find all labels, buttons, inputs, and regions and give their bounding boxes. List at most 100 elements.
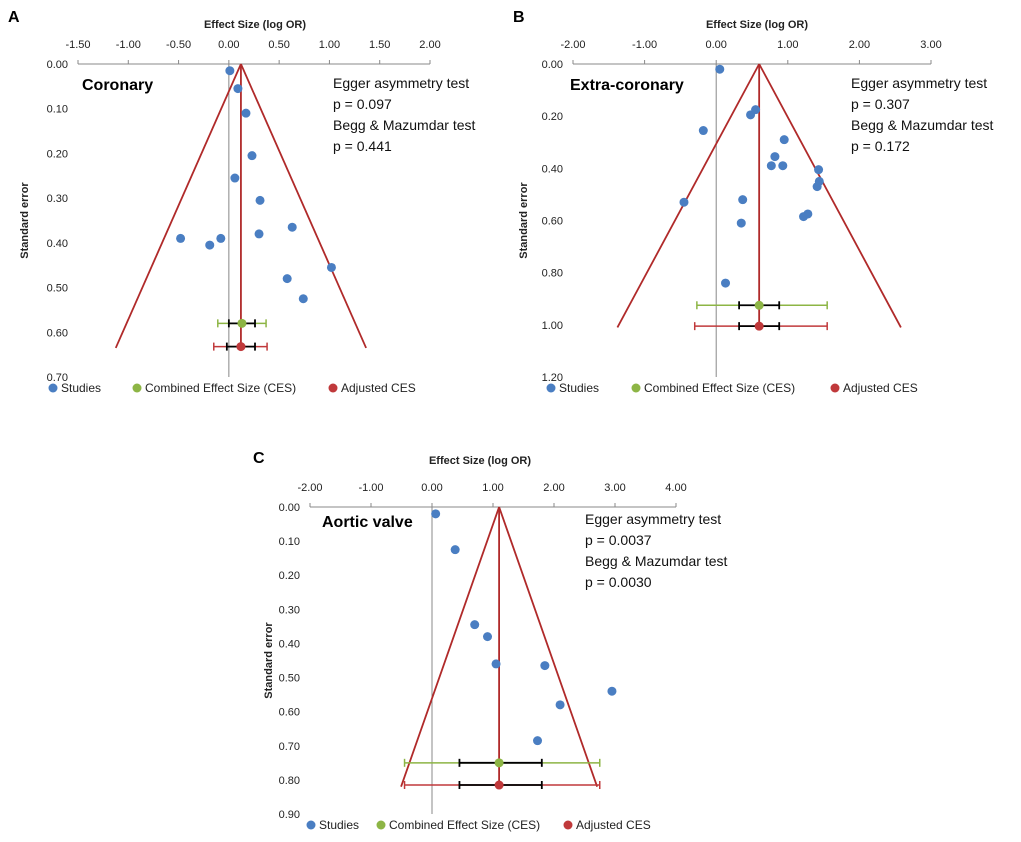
legend-adjusted-ces-marker [563,820,573,830]
study-point [230,173,240,183]
study-point [247,151,257,161]
annotation-line: p = 0.0030 [585,574,652,590]
study-point [233,84,243,94]
legend-adjusted-ces-label: Adjusted CES [341,381,416,395]
study-point [491,659,501,669]
legend-studies-label: Studies [559,381,599,395]
combined-effect-size-point [494,758,504,768]
study-point [770,152,780,162]
y-tick-label: 0.70 [47,372,68,384]
panel-subtitle: Coronary [82,77,153,94]
legend-studies-label: Studies [61,381,101,395]
y-tick-label: 0.80 [279,775,300,787]
x-tick-label: 1.00 [319,39,340,51]
adjusted-ces-point [754,321,764,331]
panel-label: A [8,9,20,26]
y-tick-label: 0.00 [279,502,300,514]
study-point [287,222,297,232]
funnel-right-line [240,63,367,349]
panel-a-coronary: A Effect Size (log OR) -1.50 -1.00 -0.50 0.00… [8,9,476,395]
y-axis-title: Standard error [19,182,31,259]
y-tick-label: 0.60 [542,216,563,228]
y-tick-label: 0.40 [542,163,563,175]
funnel-right-line [758,63,902,328]
y-tick-label: 0.10 [47,104,68,116]
y-tick-label: 0.10 [279,536,300,548]
y-tick-label: 0.80 [542,268,563,280]
x-tick-label: 3.00 [920,39,941,51]
x-tick-label: -1.00 [358,482,383,494]
study-point [298,294,308,304]
y-tick-label: 0.50 [279,673,300,685]
x-axis-title: Effect Size (log OR) [706,19,808,31]
study-point [540,661,550,671]
y-axis-title: Standard error [518,182,530,259]
annotation-line: p = 0.441 [333,138,392,154]
study-point [812,182,822,192]
y-tick-label: 0.60 [279,707,300,719]
adjusted-ces-point [236,342,246,352]
x-tick-label: 1.00 [777,39,798,51]
y-tick-label: 0.90 [279,809,300,821]
funnel-left-line [114,63,242,349]
annotation-line: Begg & Mazumdar test [585,553,728,569]
legend-ces-marker [376,820,386,830]
study-point [736,218,746,228]
annotation-line: p = 0.307 [851,96,910,112]
study-point [555,700,565,710]
study-point [814,165,824,175]
legend-ces-label: Combined Effect Size (CES) [145,381,296,395]
legend-ces-marker [631,383,641,393]
legend-adjusted-ces-marker [328,383,338,393]
study-point [326,262,336,272]
x-tick-label: 1.00 [482,482,503,494]
x-tick-label: 2.00 [849,39,870,51]
legend-ces-label: Combined Effect Size (CES) [389,818,540,832]
y-tick-label: 0.20 [47,148,68,160]
study-point [254,229,264,239]
annotation-line: Egger asymmetry test [585,511,721,527]
legend-studies-marker [306,820,316,830]
x-tick-label: 0.00 [218,39,239,51]
study-point [176,233,186,243]
x-tick-label: -1.00 [632,39,657,51]
x-tick-label: 2.00 [543,482,564,494]
study-point [255,195,265,205]
panel-subtitle: Aortic valve [322,514,413,531]
y-tick-label: 0.40 [279,638,300,650]
annotation-line: Begg & Mazumdar test [333,117,476,133]
legend-studies-label: Studies [319,818,359,832]
x-axis-title: Effect Size (log OR) [204,19,306,31]
legend-ces-label: Combined Effect Size (CES) [644,381,795,395]
panel-label: C [253,450,265,467]
study-point [778,161,788,171]
y-tick-label: 1.00 [542,320,563,332]
y-axis-title: Standard error [263,622,275,699]
study-point [721,278,731,288]
x-tick-label: -2.00 [560,39,585,51]
funnel-left-line [616,63,760,328]
study-point [225,66,235,76]
x-tick-label: -1.00 [116,39,141,51]
study-point [241,108,251,118]
y-tick-label: 0.20 [542,111,563,123]
legend-ces-marker [132,383,142,393]
adjusted-ces-point [494,780,504,790]
panel-b-extra-coronary: B Effect Size (log OR) -2.00 -1.00 0.00 1.00 2… [513,9,994,395]
x-tick-label: 2.00 [419,39,440,51]
y-tick-label: 0.50 [47,283,68,295]
annotation-line: Egger asymmetry test [333,75,469,91]
study-point [715,64,725,74]
panel-c-aortic-valve: C Effect Size (log OR) -2.00 -1.00 0.00 1.00 2… [253,450,728,832]
study-point [766,161,776,171]
study-point [470,620,480,630]
combined-effect-size-point [237,318,247,328]
y-tick-label: 1.20 [542,372,563,384]
x-tick-label: 0.00 [421,482,442,494]
combined-effect-size-point [754,300,764,310]
x-tick-label: 1.50 [369,39,390,51]
study-point [738,195,748,205]
x-tick-label: 0.00 [705,39,726,51]
study-point [607,686,617,696]
